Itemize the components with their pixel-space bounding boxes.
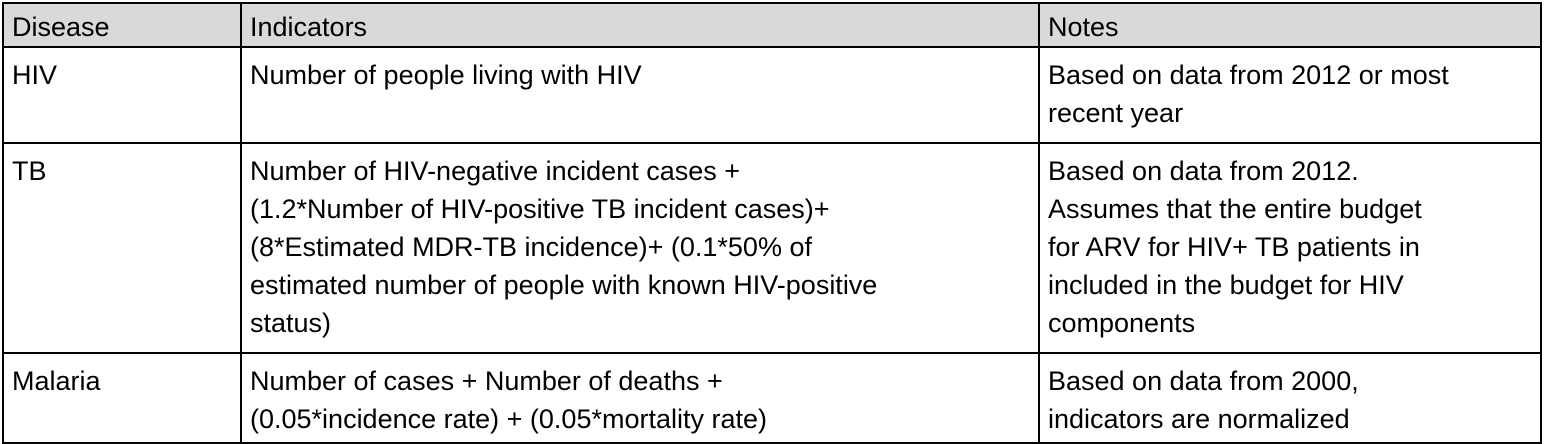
cell-indicators: Number of HIV-negative incident cases + …: [240, 142, 1040, 354]
table-header-row: Disease Indicators Notes: [2, 2, 1542, 48]
cell-notes-line: included in the budget for HIV: [1048, 270, 1404, 300]
cell-indicators-line: status): [250, 308, 332, 338]
cell-notes: Based on data from 2012 or most recent y…: [1038, 46, 1542, 144]
cell-notes-line: indicators are normalized: [1048, 404, 1350, 434]
cell-disease-text: HIV: [12, 60, 58, 90]
cell-disease: Malaria: [2, 352, 242, 444]
cell-notes-line: recent year: [1048, 98, 1184, 128]
cell-disease: HIV: [2, 46, 242, 144]
cell-indicators-line: Number of people living with HIV: [250, 60, 642, 90]
cell-disease-text: TB: [12, 156, 47, 186]
cell-notes: Based on data from 2000, indicators are …: [1038, 352, 1542, 444]
cell-notes-line: Assumes that the entire budget: [1048, 194, 1422, 224]
column-header-notes: Notes: [1038, 2, 1542, 48]
cell-indicators-line: Number of cases + Number of deaths +: [250, 366, 723, 396]
cell-notes-line: for ARV for HIV+ TB patients in: [1048, 232, 1420, 262]
cell-notes-line: components: [1048, 308, 1196, 338]
cell-notes-line: Based on data from 2012 or most: [1048, 60, 1449, 90]
cell-indicators-line: (0.05*incidence rate) + (0.05*mortality …: [250, 404, 767, 434]
column-header-indicators: Indicators: [240, 2, 1040, 48]
cell-indicators-line: Number of HIV-negative incident cases +: [250, 156, 741, 186]
cell-disease: TB: [2, 142, 242, 354]
cell-notes: Based on data from 2012. Assumes that th…: [1038, 142, 1542, 354]
cell-indicators-line: estimated number of people with known HI…: [250, 270, 878, 300]
table-row-hiv: HIV Number of people living with HIV Bas…: [2, 46, 1542, 144]
cell-notes-line: Based on data from 2012.: [1048, 156, 1359, 186]
column-header-disease: Disease: [2, 2, 242, 48]
cell-indicators-line: (1.2*Number of HIV-positive TB incident …: [250, 194, 830, 224]
table-row-tb: TB Number of HIV-negative incident cases…: [2, 142, 1542, 354]
cell-disease-text: Malaria: [12, 366, 101, 396]
cell-indicators: Number of cases + Number of deaths + (0.…: [240, 352, 1040, 444]
table-row-malaria: Malaria Number of cases + Number of deat…: [2, 352, 1542, 444]
cell-indicators: Number of people living with HIV: [240, 46, 1040, 144]
cell-indicators-line: (8*Estimated MDR-TB incidence)+ (0.1*50%…: [250, 232, 812, 262]
cell-notes-line: Based on data from 2000,: [1048, 366, 1359, 396]
